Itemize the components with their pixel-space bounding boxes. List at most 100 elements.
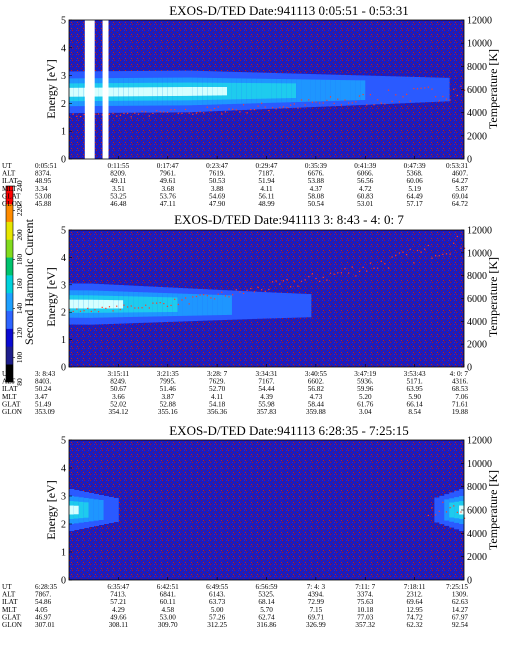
table-cell: 8374. <box>35 170 51 178</box>
table-cell: 3374. <box>357 591 373 599</box>
table-cell: 3:21:35 <box>157 370 179 378</box>
temperature-point <box>348 272 350 274</box>
band-cell <box>73 87 80 97</box>
temperature-point <box>232 294 234 296</box>
band-cell <box>251 83 258 99</box>
table-cell: 67.97 <box>452 613 469 621</box>
temperature-point <box>250 287 252 290</box>
colorbar-tick-label: 220 <box>15 205 24 217</box>
temperature-point <box>108 306 111 308</box>
temperature-point <box>242 104 245 106</box>
panel-1-ylabel: Energy [eV] <box>44 59 58 118</box>
spectrogram-panel-2: EXOS-D/TED Date:941113 3: 8:43 - 4: 0: 7… <box>2 212 500 416</box>
temperature-point <box>148 115 150 117</box>
temperature-point <box>326 99 328 101</box>
table-cell: 6:28:35 <box>35 583 57 591</box>
band-cell <box>291 83 297 99</box>
temperature-point <box>300 280 303 282</box>
panel-2-y-ticks: 0 1 2 3 4 5 <box>61 226 72 374</box>
temperature-point <box>119 308 121 311</box>
table-row-label: MLT <box>2 185 17 193</box>
temperature-point <box>155 109 158 112</box>
table-cell: 52.88 <box>160 400 177 408</box>
band-cell <box>78 87 85 97</box>
band-cell <box>222 87 228 96</box>
table-row-label: GLON <box>2 408 23 416</box>
table-cell: 8249. <box>110 378 126 386</box>
data-gap <box>102 20 109 159</box>
temperature-point <box>72 113 74 115</box>
temperature-point <box>333 102 335 105</box>
band-cell <box>138 87 144 97</box>
table-cell: 8.54 <box>408 408 421 416</box>
table-row-label: ALT <box>2 170 16 178</box>
band-cell <box>296 293 302 318</box>
table-cell: 69.71 <box>308 613 325 621</box>
table-cell: 6:42:51 <box>157 583 179 591</box>
table-cell: 60.06 <box>407 177 424 185</box>
table-cell: 6841. <box>160 591 176 599</box>
temperature-point <box>213 298 216 300</box>
table-cell: 56.11 <box>259 192 275 200</box>
table-cell: 63.73 <box>209 598 226 606</box>
table-cell: 4.29 <box>112 606 125 614</box>
table-cell: 307.01 <box>35 621 55 629</box>
band-cell <box>335 79 341 101</box>
table-cell: 69.64 <box>407 598 424 606</box>
table-cell: 4.73 <box>310 393 323 401</box>
temperature-point <box>290 104 292 106</box>
table-cell: 5.20 <box>359 393 372 401</box>
temperature-point <box>337 98 339 100</box>
table-cell: 74.72 <box>407 613 424 621</box>
temperature-point <box>319 280 321 282</box>
table-cell: 0:41:39 <box>354 162 376 170</box>
y2-tick-label: 8000 <box>467 62 487 73</box>
table-cell: 60.83 <box>357 192 374 200</box>
band-cell <box>157 87 164 97</box>
temperature-point <box>351 102 353 104</box>
temperature-point <box>438 510 440 512</box>
table-cell: 357.83 <box>257 408 277 416</box>
band-cell <box>152 87 159 97</box>
temperature-point <box>406 254 408 256</box>
panel-1-title: EXOS-D/TED Date:941113 0:05:51 - 0:53:31 <box>169 3 409 18</box>
temperature-point <box>464 247 466 249</box>
table-cell: 356.36 <box>207 408 227 416</box>
band-cell <box>360 80 366 101</box>
table-row-label: ALT <box>2 378 16 386</box>
band-cell <box>306 79 312 102</box>
temperature-point <box>210 297 212 299</box>
band-cell <box>207 87 213 96</box>
temperature-point <box>163 303 165 305</box>
table-cell: 3:53:43 <box>404 370 426 378</box>
temperature-point <box>152 112 154 114</box>
temperature-point <box>286 107 288 109</box>
colorbar-swatches <box>6 186 13 383</box>
band-cell <box>394 76 401 104</box>
table-cell: 53.01 <box>357 200 374 208</box>
table-row-label: UT <box>2 370 12 378</box>
band-cell <box>133 296 139 313</box>
temperature-point <box>257 105 259 107</box>
band-cell <box>128 87 134 97</box>
temperature-point <box>297 107 299 109</box>
table-cell: 0:05:51 <box>35 162 57 170</box>
panel-1-y2-ticks: 0 2000 4000 6000 8000 10000 12000 <box>461 16 492 166</box>
temperature-point <box>101 306 103 308</box>
y2-tick-label: 4000 <box>467 317 487 328</box>
table-row-label: GLON <box>2 621 23 629</box>
table-cell: 7995. <box>160 378 176 386</box>
temperature-point <box>94 309 96 311</box>
band-cell <box>419 77 425 103</box>
temperature-point <box>435 96 437 98</box>
band-cell <box>103 495 109 525</box>
table-cell: 64.27 <box>452 177 469 185</box>
band-cell <box>202 294 208 316</box>
temperature-point <box>181 112 183 114</box>
table-cell: 51.49 <box>35 400 52 408</box>
band-cell <box>88 498 95 522</box>
band-cell <box>118 300 124 309</box>
table-cell: 50.24 <box>35 385 52 393</box>
panel-2-y2-ticks: 0 2000 4000 6000 8000 10000 12000 <box>461 226 492 374</box>
band-cell <box>98 299 104 309</box>
